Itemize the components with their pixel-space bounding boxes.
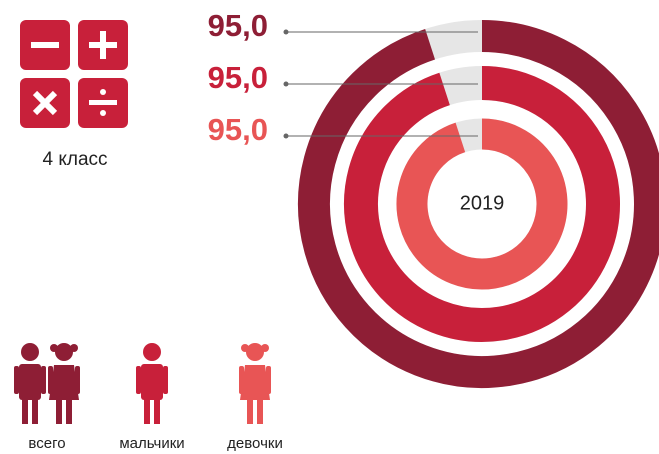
figure-leg (257, 398, 263, 424)
figure-body (49, 365, 79, 400)
grade-label: 4 класс (42, 149, 107, 170)
legend-label: всего (28, 435, 65, 452)
figure-leg (154, 398, 160, 424)
figure-leg (247, 398, 253, 424)
figure-leg (32, 398, 38, 424)
legend-figure (14, 343, 46, 424)
figure-arm (48, 366, 53, 394)
figure-bow (50, 344, 58, 352)
figure-body (19, 364, 41, 400)
legend-figure (136, 343, 168, 424)
legend-label: мальчики (119, 435, 184, 452)
figure-bow (241, 344, 249, 352)
center-label: 2019 (460, 192, 505, 214)
figure-arm (41, 366, 46, 394)
value-label: 95,0 (208, 112, 268, 147)
figure-leg (66, 398, 72, 424)
legend-figure (239, 343, 271, 424)
figure-leg (22, 398, 28, 424)
figure-head (55, 343, 73, 361)
figure-arm (163, 366, 168, 394)
figure-head (21, 343, 39, 361)
figure-head (246, 343, 264, 361)
figure-arm (266, 366, 271, 394)
center-disc (428, 150, 536, 258)
ring-arc (396, 118, 568, 290)
figure-leg (144, 398, 150, 424)
value-label: 95,0 (208, 60, 268, 95)
value-label: 95,0 (208, 8, 268, 43)
figure-arm (136, 366, 141, 394)
figure-arm (14, 366, 19, 394)
legend-figure (48, 343, 80, 424)
figure-head (143, 343, 161, 361)
figure-arm (75, 366, 80, 394)
figure-body (141, 364, 163, 400)
legend-label: девочки (227, 435, 283, 452)
ring-arc (344, 66, 620, 342)
calculator-icon (20, 20, 128, 128)
figure-arm (239, 366, 244, 394)
figure-bow (261, 344, 269, 352)
ring-arc (298, 20, 659, 388)
figure-body (240, 365, 270, 400)
figure-leg (56, 398, 62, 424)
figure-bow (70, 344, 78, 352)
